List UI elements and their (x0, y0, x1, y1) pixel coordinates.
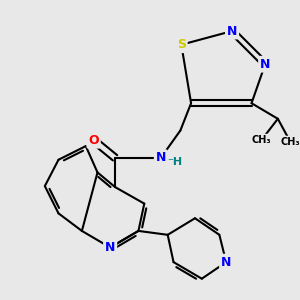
Text: CH₃: CH₃ (281, 137, 300, 147)
Text: N: N (227, 25, 237, 38)
Text: N: N (105, 241, 116, 254)
Text: CH₃: CH₃ (251, 135, 271, 145)
Text: N: N (260, 58, 270, 71)
Text: ⁻H: ⁻H (167, 157, 182, 167)
Text: S: S (177, 38, 186, 51)
Text: N: N (221, 256, 231, 268)
Text: O: O (88, 134, 99, 147)
Text: N: N (156, 151, 166, 164)
